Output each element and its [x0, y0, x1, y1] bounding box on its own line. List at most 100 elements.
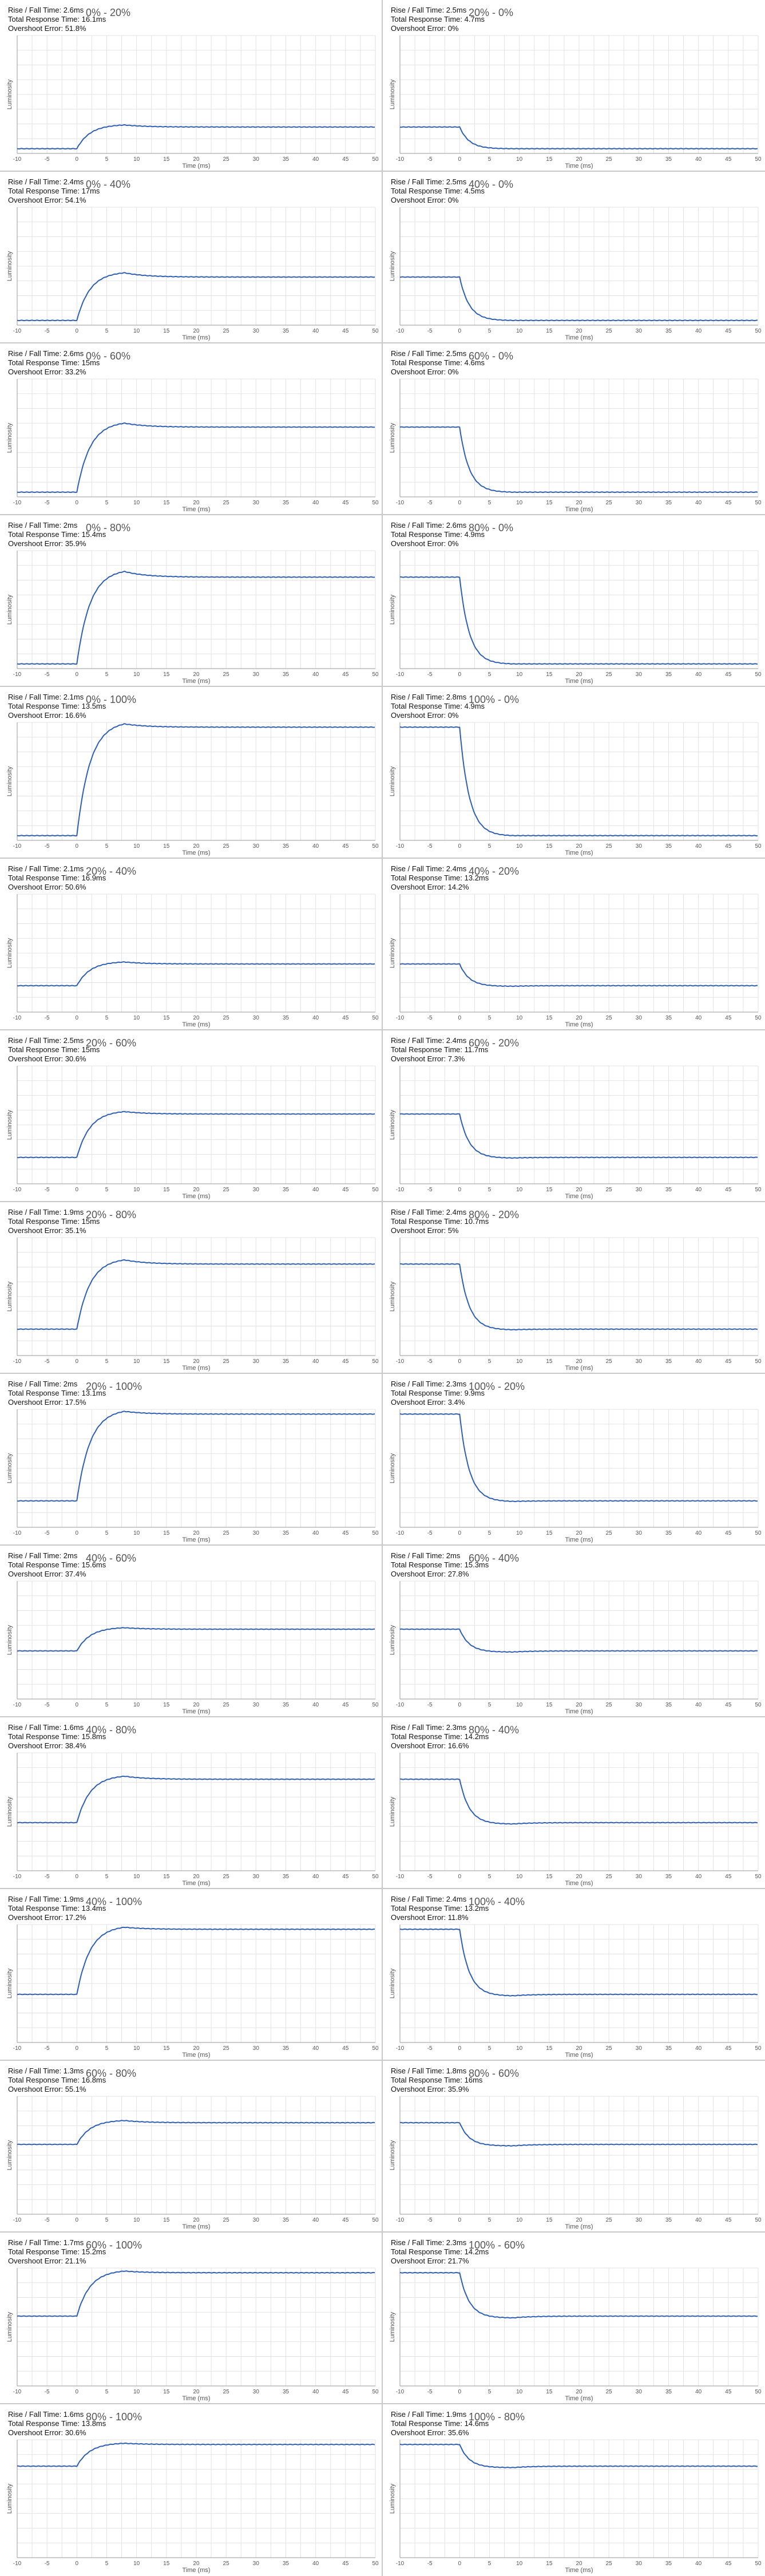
- response-curve: [17, 1926, 375, 1996]
- x-axis-label: Time (ms): [565, 163, 593, 169]
- x-tick-label: 25: [606, 156, 613, 163]
- x-tick-label: 45: [725, 2045, 732, 2052]
- x-tick-label: 20: [193, 843, 200, 850]
- overshoot-error-line: Overshoot Error: 21.7%: [391, 2257, 489, 2266]
- x-tick-label: 15: [546, 2217, 553, 2223]
- total-response-time-line: Total Response Time: 17ms: [8, 187, 100, 196]
- x-tick-label: 10: [516, 1015, 523, 1021]
- rise-fall-time-value: 2.1ms: [63, 864, 84, 873]
- chart-svg: -10 -5 0 5 10 15 20 25 30 35 40 45 50 Time (ms) Lumino…: [389, 2439, 762, 2574]
- rise-fall-time-label: Rise / Fall Time:: [391, 1723, 446, 1732]
- x-tick-label: 30: [253, 2561, 260, 2567]
- x-tick-label: 45: [342, 1874, 349, 1880]
- x-tick-label: 15: [163, 500, 170, 506]
- x-tick-label: 35: [665, 156, 672, 163]
- chart-panel: Rise / Fall Time: 1.6ms Total Response Ti…: [0, 2404, 381, 2575]
- chart-panel: Rise / Fall Time: 2.4ms Total Response Ti…: [0, 172, 381, 342]
- x-tick-label: 0: [458, 328, 462, 334]
- overshoot-error-label: Overshoot Error:: [391, 1913, 448, 1922]
- x-tick-label: 5: [105, 2389, 109, 2395]
- y-axis-label: Luminosity: [389, 1796, 396, 1827]
- chart-panel: Rise / Fall Time: 2.4ms Total Response Ti…: [383, 1030, 764, 1201]
- x-tick-label: 40: [695, 2561, 702, 2567]
- x-tick-label: 20: [576, 2561, 582, 2567]
- x-tick-label: -10: [13, 156, 22, 163]
- x-tick-label: 0: [76, 2561, 79, 2567]
- rise-fall-time-line: Rise / Fall Time: 2.3ms: [391, 1723, 489, 1732]
- x-axis-label: Time (ms): [182, 1536, 210, 1543]
- x-axis-label: Time (ms): [182, 1365, 210, 1372]
- rise-fall-time-line: Rise / Fall Time: 2.4ms: [391, 1208, 489, 1217]
- x-tick-label: 25: [606, 328, 613, 334]
- x-tick-label: 10: [516, 156, 523, 163]
- x-tick-label: 50: [755, 2217, 762, 2223]
- rise-fall-time-label: Rise / Fall Time:: [391, 1551, 446, 1560]
- x-tick-label: 40: [695, 328, 702, 334]
- total-response-time-label: Total Response Time:: [8, 1389, 82, 1397]
- x-tick-label: 5: [105, 156, 109, 163]
- response-curve: [17, 2120, 375, 2146]
- x-tick-label: -10: [396, 1530, 405, 1536]
- x-tick-label: 10: [133, 328, 140, 334]
- rise-fall-time-value: 2.6ms: [63, 6, 84, 14]
- x-tick-label: 20: [193, 2217, 200, 2223]
- x-tick-label: 25: [223, 328, 230, 334]
- total-response-time-line: Total Response Time: 15.3ms: [391, 1560, 489, 1570]
- overshoot-error-line: Overshoot Error: 21.1%: [8, 2257, 106, 2266]
- response-curve: [399, 1113, 758, 1159]
- overshoot-error-label: Overshoot Error:: [391, 1741, 448, 1750]
- x-tick-label: -5: [45, 2217, 50, 2223]
- x-tick-label: 15: [546, 671, 553, 678]
- row-divider: [0, 858, 765, 859]
- x-tick-label: 20: [576, 1358, 582, 1365]
- rise-fall-time-label: Rise / Fall Time:: [8, 2410, 64, 2419]
- chart-panel: Rise / Fall Time: 1.9ms Total Response Ti…: [0, 1202, 381, 1373]
- x-tick-label: -10: [13, 2389, 22, 2395]
- x-tick-label: 0: [458, 1702, 462, 1708]
- overshoot-error-label: Overshoot Error:: [391, 24, 448, 33]
- stats-block: Rise / Fall Time: 2.4ms Total Response Ti…: [391, 1895, 489, 1922]
- response-curve: [399, 1928, 758, 1997]
- x-tick-label: 0: [458, 1874, 462, 1880]
- x-tick-label: 10: [133, 1358, 140, 1365]
- total-response-time-label: Total Response Time:: [391, 2247, 465, 2256]
- chart-title: 0% - 100%: [85, 694, 137, 705]
- x-tick-label: -5: [427, 156, 433, 163]
- x-tick-label: 50: [755, 1358, 762, 1365]
- x-tick-label: 25: [606, 1358, 613, 1365]
- rise-fall-time-line: Rise / Fall Time: 2.3ms: [391, 1380, 485, 1389]
- x-tick-label: 40: [312, 2561, 319, 2567]
- rise-fall-time-label: Rise / Fall Time:: [391, 1895, 446, 1903]
- row-divider: [0, 171, 765, 172]
- total-response-time-value: 16.1ms: [81, 15, 106, 23]
- chart-svg: -10 -5 0 5 10 15 20 25 30 35 40 45 50 Time (ms) Lumino…: [6, 1409, 379, 1543]
- x-tick-label: -5: [45, 2045, 50, 2052]
- rise-fall-time-label: Rise / Fall Time:: [8, 521, 64, 530]
- x-tick-label: 25: [223, 1530, 230, 1536]
- x-tick-label: 35: [283, 2561, 290, 2567]
- x-tick-label: 25: [223, 2217, 230, 2223]
- x-tick-label: 45: [342, 2217, 349, 2223]
- total-response-time-value: 14.2ms: [464, 1732, 489, 1741]
- x-tick-label: 5: [488, 1187, 491, 1193]
- x-tick-label: 35: [283, 156, 290, 163]
- rise-fall-time-line: Rise / Fall Time: 1.6ms: [8, 1723, 106, 1732]
- total-response-time-value: 4.7ms: [464, 15, 485, 23]
- x-tick-label: 45: [725, 1358, 732, 1365]
- chart-title: 100% - 60%: [468, 2239, 525, 2251]
- x-tick-label: -5: [45, 1358, 50, 1365]
- x-tick-label: 50: [755, 2389, 762, 2395]
- total-response-time-line: Total Response Time: 4.9ms: [391, 702, 485, 711]
- chart-svg: -10 -5 0 5 10 15 20 25 30 35 40 45 50 Time (ms) Lumino…: [6, 1065, 379, 1200]
- stats-block: Rise / Fall Time: 1.6ms Total Response Ti…: [8, 2410, 106, 2437]
- x-tick-label: 45: [725, 1702, 732, 1708]
- x-tick-label: -5: [427, 2045, 433, 2052]
- x-tick-label: 45: [725, 671, 732, 678]
- x-tick-label: 50: [372, 1015, 379, 1021]
- chart-svg: -10 -5 0 5 10 15 20 25 30 35 40 45 50 Time (ms) Lumino…: [389, 1581, 762, 1715]
- y-axis-label: Luminosity: [389, 1109, 396, 1140]
- x-tick-label: 0: [458, 500, 462, 506]
- x-tick-label: 15: [546, 2561, 553, 2567]
- rise-fall-time-label: Rise / Fall Time:: [391, 1208, 446, 1216]
